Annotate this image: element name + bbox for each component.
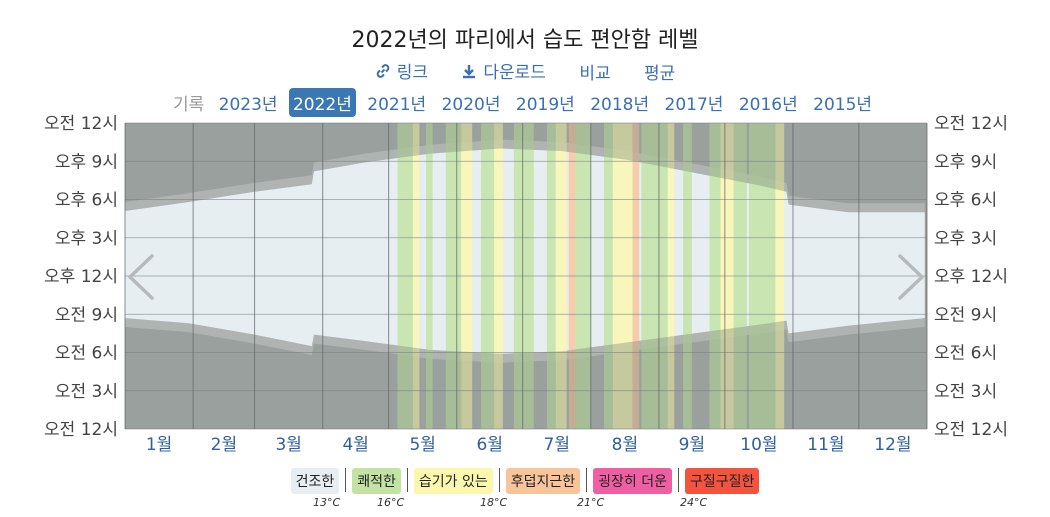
legend-muggy: 후덥지근한 [505, 468, 581, 494]
chevron-right-icon[interactable] [898, 254, 924, 300]
year-tab-2021[interactable]: 2021년 [367, 95, 427, 115]
x-tick-month: 3월 [275, 435, 301, 455]
y-tick-right: 오전 3시 [934, 382, 997, 402]
legend-separator [586, 468, 588, 492]
x-tick-month: 8월 [612, 435, 638, 455]
y-tick-left: 오전 9시 [55, 305, 118, 325]
legend-separator [678, 468, 679, 492]
y-tick-right: 오전 12시 [934, 420, 1008, 440]
y-tick-left: 오전 12시 [44, 420, 118, 440]
year-tab-2022[interactable]: 2022년 [288, 88, 356, 117]
download-label: 다운로드 [483, 63, 546, 83]
x-tick-month: 6월 [477, 435, 503, 455]
chevron-left-icon[interactable] [128, 254, 154, 300]
download-button[interactable]: 다운로드 [461, 58, 546, 83]
x-tick-month: 12월 [874, 435, 911, 455]
legend-dry: 건조한 [290, 468, 340, 494]
y-tick-left: 오전 3시 [55, 382, 118, 402]
x-tick-month: 9월 [679, 435, 705, 455]
x-tick-month: 10월 [740, 435, 777, 455]
year-tab-2017[interactable]: 2017년 [664, 95, 724, 115]
year-tab-2018[interactable]: 2018년 [590, 95, 650, 115]
y-tick-left: 오전 6시 [55, 344, 118, 364]
legend-separator [345, 468, 347, 492]
y-tick-right: 오전 9시 [934, 305, 997, 325]
x-tick-month: 5월 [409, 435, 435, 455]
y-tick-left: 오후 9시 [55, 152, 118, 172]
link-icon [376, 63, 389, 78]
year-tab-2019[interactable]: 2019년 [515, 95, 575, 115]
year-tab-2015[interactable]: 2015년 [813, 95, 873, 115]
download-icon [463, 64, 476, 78]
x-tick-month: 4월 [342, 435, 368, 455]
x-tick-month: 7월 [544, 435, 570, 455]
link-button[interactable]: 링크 [375, 58, 428, 83]
legend-oppressive: 굉장히 더운 [593, 468, 672, 494]
y-tick-right: 오전 12시 [934, 114, 1008, 134]
year-tab-2023[interactable]: 2023년 [218, 95, 278, 115]
year-tab-2020[interactable]: 2020년 [441, 95, 501, 115]
y-tick-right: 오후 12시 [934, 267, 1008, 287]
y-tick-right: 오전 6시 [934, 344, 997, 364]
legend: 건조한 쾌적한 습기가 있는 후덥지근한 굉장히 더운 구질구질한 [0, 468, 1050, 494]
threshold-18: 18°C [480, 496, 508, 509]
chart-links: 링크 다운로드 비교 평균 [0, 58, 1050, 84]
y-tick-left: 오전 12시 [44, 114, 118, 134]
threshold-21: 21°C [577, 496, 605, 509]
y-tick-right: 오후 6시 [934, 191, 997, 211]
compare-button[interactable]: 비교 [579, 63, 611, 84]
year-tab-2016[interactable]: 2016년 [738, 95, 798, 115]
legend-separator [406, 468, 408, 492]
link-label: 링크 [396, 63, 428, 83]
legend-humid: 습기가 있는 [413, 468, 493, 494]
legend-comfortable: 쾌적한 [352, 468, 401, 494]
y-tick-left: 오후 12시 [44, 267, 118, 287]
average-button[interactable]: 평균 [644, 63, 676, 84]
legend-miserable: 구질구질한 [685, 468, 760, 494]
threshold-13: 13°C [313, 496, 341, 509]
y-tick-left: 오후 3시 [55, 229, 118, 249]
y-tick-right: 오후 3시 [934, 229, 997, 249]
history-label: 기록 [172, 95, 205, 115]
threshold-16: 16°C [377, 496, 405, 509]
x-tick-month: 1월 [146, 435, 172, 455]
page-title: 2022년의 파리에서 습도 편안함 레벨 [351, 28, 699, 53]
x-tick-month: 11월 [807, 435, 844, 455]
y-tick-left: 오후 6시 [55, 191, 118, 211]
legend-separator [498, 468, 500, 492]
threshold-24: 24°C [680, 496, 708, 509]
x-tick-month: 2월 [211, 435, 237, 455]
y-tick-right: 오후 9시 [934, 152, 997, 172]
year-selector: 기록 2023년 2022년 2021년 2020년 2019년 2018년 2… [0, 88, 1050, 117]
